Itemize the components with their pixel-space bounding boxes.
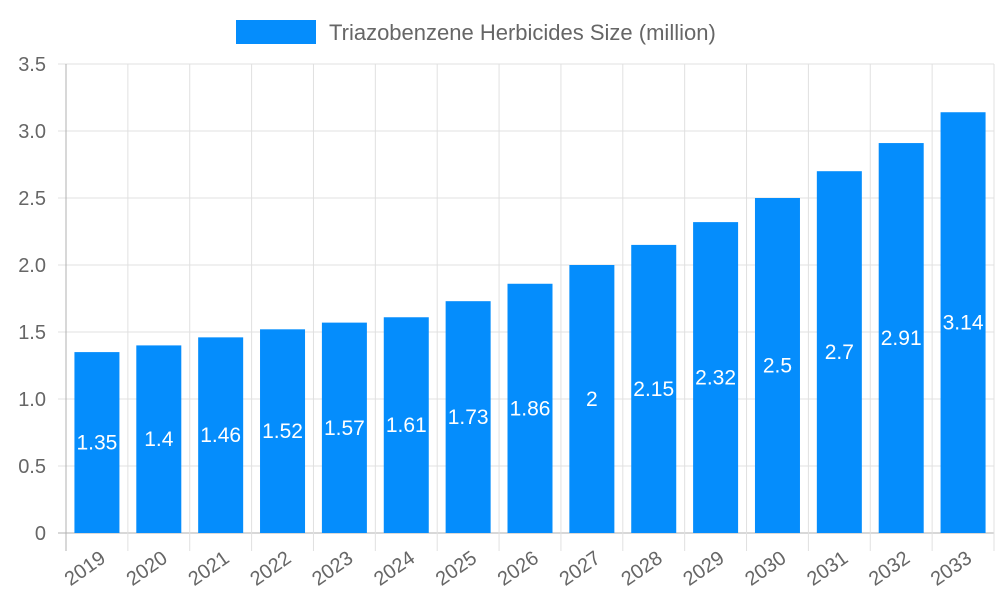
bar[interactable] [569,265,615,533]
data-label: 2.32 [695,367,736,390]
legend-label: Triazobenzene Herbicides Size (million) [329,20,716,45]
x-tick-label: 2022 [246,547,295,591]
y-tick-label: 1.5 [18,322,46,344]
x-tick-label: 2025 [432,547,481,591]
bar[interactable] [754,198,800,533]
x-axis-ticks: 2019 2020 2021 2022 2023 2024 2025 2026 2027 2028… [61,547,976,591]
data-label: 2.91 [881,327,922,350]
bar[interactable] [260,329,306,533]
y-tick-label: 2.5 [18,188,46,210]
x-tick-label: 2020 [123,547,172,591]
legend-swatch [236,20,316,44]
data-label: 2.5 [763,355,792,378]
x-tick-label: 2033 [927,547,976,591]
data-label: 2 [586,388,598,411]
data-labels: 1.35 1.4 1.46 1.52 1.57 1.61 1.73 1.86 2 2.15 2.32… [76,312,983,455]
data-label: 2.7 [825,341,854,364]
y-tick-label: 0 [35,523,46,545]
bar[interactable] [74,352,120,533]
bar[interactable] [198,337,244,533]
bar[interactable] [693,222,739,533]
bar[interactable] [507,283,553,533]
x-tick-label: 2019 [61,547,110,591]
legend[interactable]: Triazobenzene Herbicides Size (million) [236,20,716,45]
data-label: 2.15 [633,378,674,401]
bar[interactable] [383,317,429,533]
x-tick-label: 2023 [308,547,357,591]
y-tick-label: 3.0 [18,121,46,143]
x-tick-label: 2027 [556,547,605,591]
bar[interactable] [445,301,491,533]
y-tick-label: 0.5 [18,456,46,478]
bar[interactable] [940,112,986,534]
data-label: 1.35 [76,432,117,455]
y-tick-label: 3.5 [18,54,46,76]
x-tick-label: 2031 [803,547,852,591]
y-axis-ticks: 0 0.5 1.0 1.5 2.0 2.5 3.0 3.5 [18,54,46,545]
data-label: 3.14 [943,312,984,335]
y-tick-label: 2.0 [18,255,46,277]
bar[interactable] [321,322,367,533]
data-label: 1.86 [510,397,551,420]
data-label: 1.57 [324,417,365,440]
x-tick-label: 2021 [184,547,233,591]
data-label: 1.46 [200,424,241,447]
x-tick-label: 2032 [865,547,914,591]
data-label: 1.4 [144,428,174,451]
bar[interactable] [878,143,924,533]
grid [58,63,995,551]
bars [74,112,986,534]
data-label: 1.73 [448,406,489,429]
x-tick-label: 2028 [618,547,667,591]
data-label: 1.52 [262,420,303,443]
x-tick-label: 2024 [370,547,419,591]
y-tick-label: 1.0 [18,389,46,411]
bar[interactable] [631,244,677,533]
x-tick-label: 2030 [741,547,790,591]
x-tick-label: 2029 [679,547,728,591]
x-tick-label: 2026 [494,547,543,591]
data-label: 1.61 [386,414,427,437]
bar[interactable] [136,345,182,533]
bar[interactable] [816,171,862,533]
